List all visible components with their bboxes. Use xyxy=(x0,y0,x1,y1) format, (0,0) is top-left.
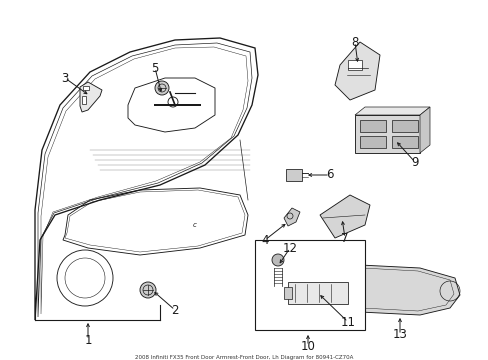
Bar xyxy=(83,86,89,90)
Text: 6: 6 xyxy=(325,168,333,181)
Bar xyxy=(347,60,361,70)
Text: 2: 2 xyxy=(171,303,179,316)
Bar xyxy=(391,136,417,148)
Text: 11: 11 xyxy=(340,315,355,328)
Text: 9: 9 xyxy=(410,156,418,168)
Polygon shape xyxy=(284,208,299,226)
Text: 4: 4 xyxy=(261,234,268,247)
Polygon shape xyxy=(419,107,429,153)
Polygon shape xyxy=(329,265,459,315)
Polygon shape xyxy=(354,107,429,115)
Bar xyxy=(391,120,417,132)
Bar xyxy=(359,120,385,132)
Polygon shape xyxy=(319,195,369,238)
Bar xyxy=(359,136,385,148)
Text: 7: 7 xyxy=(341,231,348,244)
Text: 3: 3 xyxy=(61,72,68,85)
Text: 1: 1 xyxy=(84,333,92,346)
Text: 8: 8 xyxy=(350,36,358,49)
Text: 5: 5 xyxy=(151,62,159,75)
Text: 12: 12 xyxy=(282,242,297,255)
Polygon shape xyxy=(334,42,379,100)
Text: 2008 Infiniti FX35 Front Door Armrest-Front Door, Lh Diagram for 80941-CZ70A: 2008 Infiniti FX35 Front Door Armrest-Fr… xyxy=(135,355,352,360)
Circle shape xyxy=(271,254,284,266)
Circle shape xyxy=(155,81,169,95)
Bar xyxy=(284,287,291,299)
Text: 10: 10 xyxy=(300,339,315,352)
Text: 13: 13 xyxy=(392,328,407,342)
Bar xyxy=(254,240,364,330)
Bar xyxy=(287,282,347,304)
Text: c: c xyxy=(193,222,197,228)
Bar xyxy=(354,115,419,153)
Polygon shape xyxy=(80,82,102,112)
Bar xyxy=(285,169,302,181)
Bar xyxy=(82,96,86,104)
Circle shape xyxy=(140,282,156,298)
